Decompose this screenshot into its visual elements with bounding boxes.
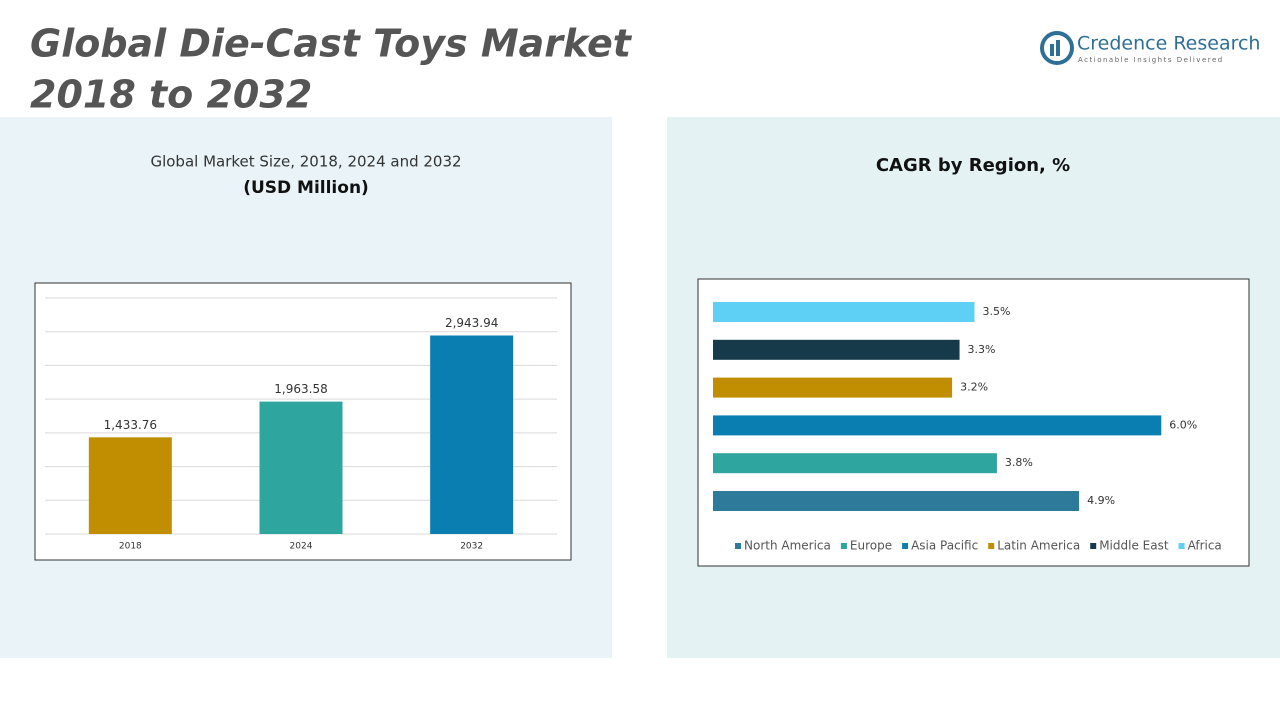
legend-marker [735, 543, 741, 549]
legend-marker [1178, 543, 1185, 549]
legend-label: Africa [1188, 539, 1222, 553]
page-title: Global Die-Cast Toys Market [30, 22, 633, 66]
value-label: 3.2% [960, 381, 988, 394]
chart-title: Global Market Size, 2018, 2024 and 2032 [150, 153, 461, 171]
legend-label: North America [744, 539, 831, 553]
bar [713, 453, 997, 474]
value-label: 2,943.94 [445, 316, 498, 330]
x-tick-label: 2024 [290, 542, 313, 552]
value-label: 1,963.58 [274, 382, 327, 396]
legend-label: Latin America [997, 539, 1080, 553]
logo-icon [1040, 31, 1074, 65]
legend-marker [1090, 543, 1097, 549]
value-label: 3.5% [983, 305, 1011, 318]
page-subtitle: 2018 to 2032 [30, 73, 312, 117]
tagline: Actionable Insights Delivered [1078, 56, 1224, 64]
bar [430, 335, 514, 534]
brand: Credence Research [1077, 33, 1260, 55]
legend-label: Middle East [1099, 539, 1169, 553]
value-label: 6.0% [1169, 418, 1197, 431]
bar [88, 437, 172, 534]
legend-marker [988, 543, 995, 549]
value-label: 3.3% [968, 343, 996, 356]
chart-subtitle: (USD Million) [243, 178, 369, 198]
logo: Credence Research Actionable Insights De… [1040, 31, 1260, 65]
legend-marker [840, 543, 847, 549]
x-tick-label: 2018 [119, 542, 142, 552]
value-label: 1,433.76 [104, 418, 157, 432]
legend-label: Asia Pacific [911, 539, 978, 553]
bar [259, 401, 343, 534]
bar [713, 491, 1080, 511]
value-label: 3.8% [1005, 456, 1033, 469]
bar [713, 302, 975, 322]
bar [713, 339, 960, 360]
bar [713, 415, 1162, 436]
legend-marker [902, 543, 909, 549]
x-tick-label: 2032 [460, 542, 483, 552]
bar [713, 377, 953, 398]
chart-title: CAGR by Region, % [876, 155, 1070, 176]
logo-icon [1056, 40, 1060, 56]
logo-icon [1050, 44, 1054, 56]
legend-label: Europe [850, 539, 892, 553]
value-label: 4.9% [1087, 494, 1115, 507]
